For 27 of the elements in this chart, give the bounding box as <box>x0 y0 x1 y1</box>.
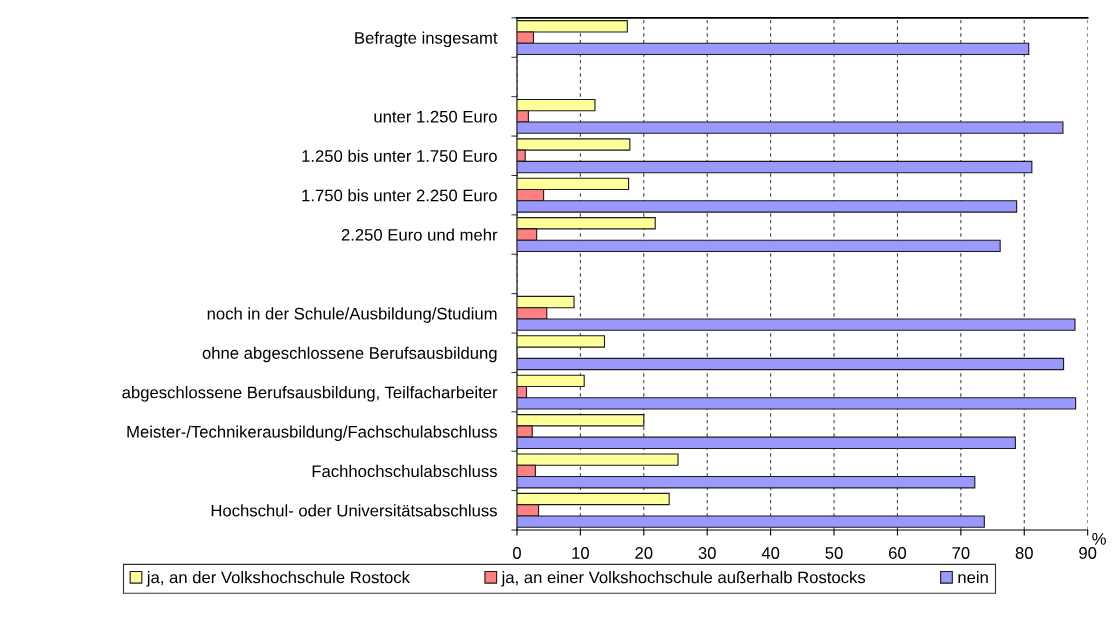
x-tick-label: 70 <box>952 547 970 559</box>
x-tick-label: 90 <box>1079 547 1097 559</box>
y-tick-label: Befragte insgesamt <box>355 31 498 48</box>
y-tick-label: abgeschlossene Berufsausbildung, Teilfacharbeiter <box>122 386 498 402</box>
x-tick-label: 80 <box>1015 547 1033 559</box>
x-axis-title: % <box>1092 533 1106 545</box>
y-tick-label: 1.250 bis unter 1.750 Euro <box>302 149 497 162</box>
legend-label: ja, an der Volkshochschule Rostock <box>146 571 410 587</box>
y-tick-label: noch in der Schule/Ausbildung/Studium <box>207 307 497 323</box>
y-tick-label: Hochschul- oder Universitätsabschluss <box>211 504 497 517</box>
y-tick-label: unter 1.250 Euro <box>374 110 497 123</box>
x-tick-label: 40 <box>761 547 780 559</box>
y-tick-label: Fachhochschulabschluss <box>312 464 497 478</box>
y-tick-label: 1.750 bis unter 2.250 Euro <box>302 189 497 202</box>
x-tick-label: 20 <box>635 547 653 559</box>
legend-label: nein <box>958 571 988 584</box>
x-tick-label: 50 <box>825 547 843 559</box>
x-tick-label: 0 <box>512 547 521 559</box>
y-tick-label: 2.250 Euro und mehr <box>341 228 498 241</box>
bar <box>516 357 1065 371</box>
bar <box>516 335 606 348</box>
x-tick-label: 60 <box>889 547 907 559</box>
y-tick-label: Meister-/Technikerausbildung/Fachschulabschluss <box>127 425 497 442</box>
legend-label: ja, an einer Volkshochschule außerhalb Rostocks <box>501 571 866 587</box>
x-tick-label: 10 <box>572 547 590 559</box>
y-tick-label: ohne abgeschlossene Berufsausbildung <box>202 346 497 363</box>
x-tick-label: 30 <box>698 547 716 559</box>
